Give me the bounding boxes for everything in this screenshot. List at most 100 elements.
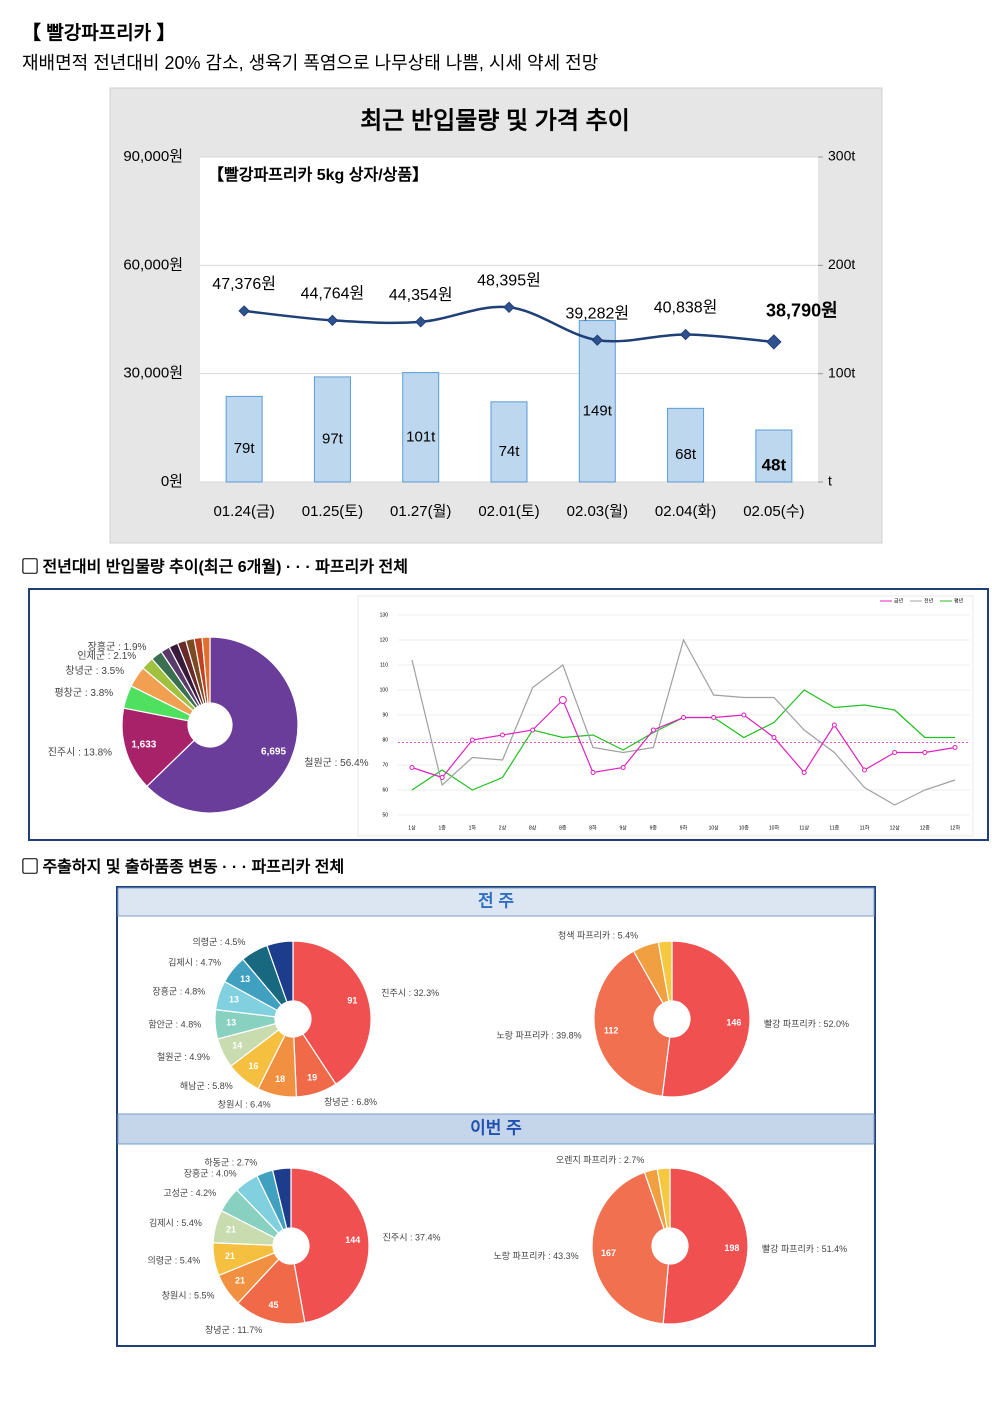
- x-tick-label: 11중: [829, 825, 839, 831]
- slice-label: 함안군 : 4.8%: [148, 1019, 201, 1029]
- bar-label: 74t: [499, 443, 521, 460]
- y-tick-label: 30,000원: [123, 365, 183, 382]
- x-tick-label: 2상: [499, 824, 507, 831]
- point: [892, 750, 898, 755]
- slice-value: 167: [601, 1248, 616, 1258]
- price-marker: [326, 314, 339, 327]
- panel-title: 전 주: [478, 891, 514, 910]
- price-label: 48,395원: [477, 271, 541, 289]
- price-marker: [503, 301, 515, 313]
- slice-label: 의령군 : 4.5%: [192, 936, 245, 947]
- subtitle: 재배면적 전년대비 20% 감소, 생육기 폭염으로 나무상태 나쁨, 시세 약…: [22, 53, 598, 73]
- bar-label: 101t: [406, 428, 436, 445]
- y-tick-label: 60,000원: [123, 256, 183, 273]
- x-tick-label: 8중: [559, 825, 567, 831]
- bar-label: 149t: [583, 402, 613, 419]
- slice-label: 철원군 : 4.9%: [157, 1052, 210, 1062]
- series-line: [411, 638, 956, 806]
- slice-value: 19: [307, 1072, 317, 1082]
- bar-label: 97t: [322, 430, 344, 447]
- slice: [271, 1167, 292, 1230]
- slice-value: 1,633: [131, 739, 156, 750]
- title: 【 빨강파프리카 】: [22, 21, 175, 44]
- line-chart-frame: [357, 595, 974, 837]
- x-tick-label: 8하: [589, 824, 597, 831]
- y-tick-label: 90,000원: [123, 148, 183, 165]
- slice-label: 진주시 : 32.3%: [381, 988, 439, 998]
- slice-label: 빨강 파프리카 : 52.0%: [764, 1019, 849, 1029]
- y-tick-label: 0원: [161, 473, 183, 490]
- point: [409, 765, 415, 770]
- slice-label: 창녕군 : 6.8%: [324, 1097, 377, 1107]
- bar-label: 79t: [234, 440, 256, 457]
- y-tick-label: 90: [382, 712, 388, 718]
- y2-tick-label: 200t: [828, 256, 855, 272]
- x-tick-label: 10하: [769, 824, 780, 831]
- bar-label: 68t: [675, 446, 697, 463]
- bar-label: 48t: [762, 455, 787, 474]
- slice-value: 21: [235, 1276, 245, 1286]
- x-tick-label: 02.05(수): [743, 503, 804, 520]
- y2-tick-label: t: [828, 473, 832, 489]
- slice-value: 6,695: [261, 747, 286, 758]
- y-tick-label: 80: [382, 737, 388, 743]
- price-marker: [591, 334, 603, 346]
- slice-label: 진주시 : 13.8%: [48, 747, 112, 759]
- price-label: 47,376원: [212, 275, 276, 293]
- y-tick-label: 120: [380, 637, 389, 643]
- point: [952, 745, 958, 750]
- slice-label: 빨강 파프리카 : 51.4%: [762, 1244, 847, 1254]
- x-tick-label: 1중: [438, 825, 446, 831]
- y2-tick-label: 300t: [828, 148, 855, 164]
- slice-value: 13: [240, 974, 250, 984]
- bar: [755, 429, 793, 483]
- slice: [591, 1171, 670, 1325]
- price-marker: [415, 316, 427, 328]
- slice-value: 198: [724, 1243, 739, 1253]
- point: [741, 712, 747, 718]
- y-tick-label: 100: [380, 687, 389, 693]
- y-tick-label: 70: [382, 762, 388, 768]
- slice: [661, 940, 751, 1098]
- point: [681, 715, 686, 720]
- point: [711, 715, 717, 720]
- slice: [266, 940, 294, 1003]
- x-tick-label: 9하: [680, 824, 688, 831]
- slice-label: 오렌지 파프리카 : 2.7%: [556, 1155, 644, 1165]
- slice-label: 창원시 : 6.4%: [218, 1099, 271, 1109]
- y-tick-label: 110: [380, 662, 388, 668]
- slice-label: 김제시 : 5.4%: [149, 1217, 202, 1228]
- slice-label: 청색 파프리카 : 5.4%: [558, 931, 638, 941]
- legend-label: 전년: [924, 597, 934, 604]
- slice-label: 평창군 : 3.8%: [54, 687, 113, 699]
- y-tick-label: 130: [380, 612, 389, 618]
- slice-label: 장흥군 : 4.0%: [184, 1167, 237, 1178]
- slice-label: 창녕군 : 11.7%: [205, 1325, 262, 1335]
- slice: [121, 707, 196, 788]
- slice-value: 14: [232, 1041, 242, 1051]
- slice: [201, 636, 211, 704]
- slice-value: 45: [269, 1300, 279, 1310]
- point: [922, 750, 928, 755]
- panel-title: 이번 주: [470, 1118, 522, 1137]
- legend-label: 금년: [894, 597, 904, 604]
- slice-value: 13: [229, 994, 239, 1004]
- slice-label: 장흥군 : 1.9%: [88, 640, 147, 653]
- bar: [578, 320, 616, 483]
- slice: [593, 950, 671, 1098]
- x-tick-label: 12상: [890, 824, 901, 831]
- slice-label: 해남군 : 5.8%: [180, 1081, 233, 1091]
- slice: [657, 940, 673, 1002]
- slice-label: 김제시 : 4.7%: [168, 957, 221, 968]
- slice-label: 창녕군 : 3.5%: [65, 665, 124, 677]
- x-tick-label: 8상: [529, 824, 537, 831]
- slice-label: 장흥군 : 4.8%: [152, 985, 205, 996]
- slice-label: 고성군 : 4.2%: [163, 1188, 216, 1198]
- slice-value: 21: [226, 1225, 236, 1235]
- x-tick-label: 11상: [799, 824, 809, 831]
- x-tick-label: 9상: [619, 824, 627, 831]
- slice-label: 진주시 : 37.4%: [383, 1233, 441, 1243]
- point: [469, 737, 475, 743]
- price-label: 44,764원: [301, 285, 365, 303]
- price-label: 40,838원: [654, 299, 718, 317]
